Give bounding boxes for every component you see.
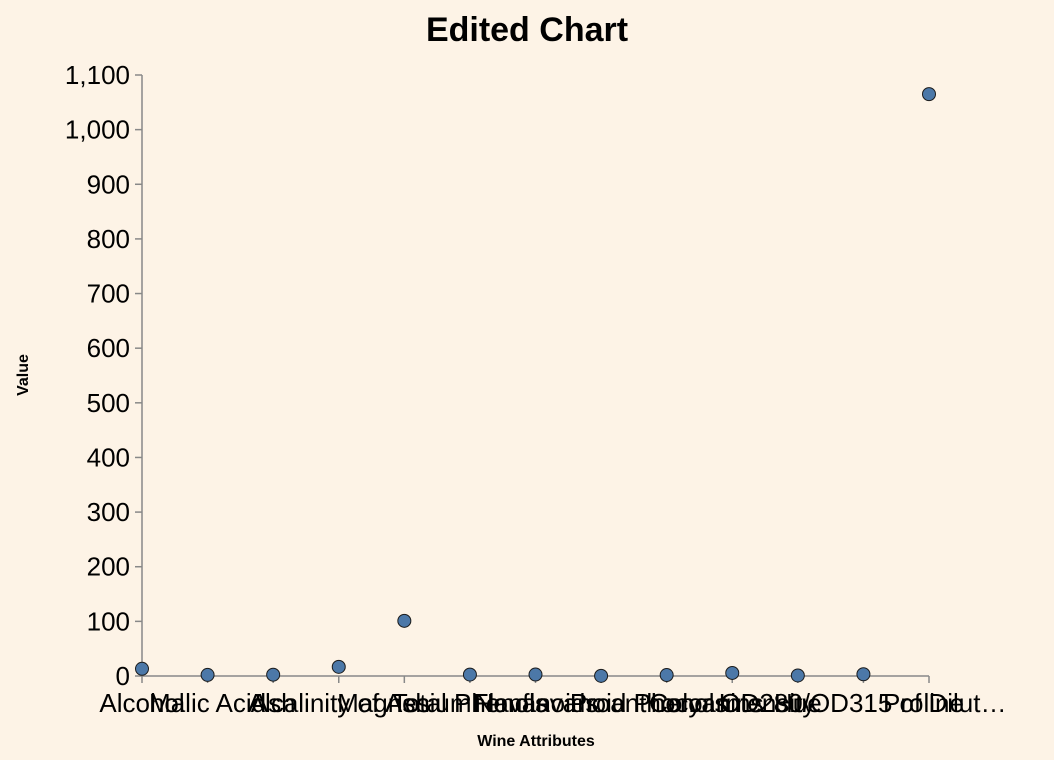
x-tick-label: Nonflavanoid Phenols	[475, 688, 728, 718]
x-tick-label: Hue	[774, 688, 822, 718]
x-tick-label: Magnesium	[337, 688, 471, 718]
data-point	[462, 667, 477, 682]
y-tick-label: 800	[87, 224, 130, 254]
y-tick-label: 600	[87, 333, 130, 363]
x-tick-label: Alcalinity of Ash	[248, 688, 430, 718]
data-point	[331, 659, 346, 674]
data-point	[135, 661, 149, 676]
x-tick-label: Flavanoids	[473, 688, 599, 718]
data-point	[266, 667, 281, 682]
x-tick-label: Total Phenols	[392, 688, 548, 718]
y-tick-label: 1,000	[65, 115, 130, 145]
x-tick-label: Proanthocyanins	[570, 688, 764, 718]
y-tick-label: 300	[87, 497, 130, 527]
data-point	[725, 665, 740, 680]
data-point	[790, 668, 805, 683]
x-tick-label: Malic Acid	[149, 688, 266, 718]
x-tick-label: Proline	[883, 688, 964, 718]
x-tick-label: Color Intensity	[649, 688, 815, 718]
data-point	[528, 667, 543, 682]
y-axis: 0 100 200 300 400 500 600 700 800 900 1,000 1,100	[65, 60, 143, 691]
chart-title: Edited Chart	[426, 11, 628, 49]
data-point	[659, 668, 674, 683]
y-tick-label: 100	[87, 606, 130, 636]
data-point	[397, 613, 412, 628]
y-tick-label: 700	[87, 279, 130, 309]
data-point	[594, 668, 609, 683]
y-axis-title: Value	[15, 354, 32, 396]
y-tick-label: 1,100	[65, 60, 130, 90]
y-tick-label: 200	[87, 552, 130, 582]
x-axis-title: Wine Attributes	[477, 733, 595, 750]
y-tick-label: 900	[87, 169, 130, 199]
x-tick-label: OD280/OD315 of Dilut…	[720, 688, 1006, 718]
y-tick-label: 500	[87, 388, 130, 418]
y-tick-label: 0	[116, 661, 130, 691]
data-point	[856, 667, 871, 682]
x-tick-label: Ash	[251, 688, 296, 718]
data-point	[200, 667, 215, 682]
data-point	[922, 87, 936, 102]
y-tick-label: 400	[87, 442, 130, 472]
x-tick-label: Alcohol	[99, 688, 184, 718]
points-layer	[135, 87, 936, 683]
